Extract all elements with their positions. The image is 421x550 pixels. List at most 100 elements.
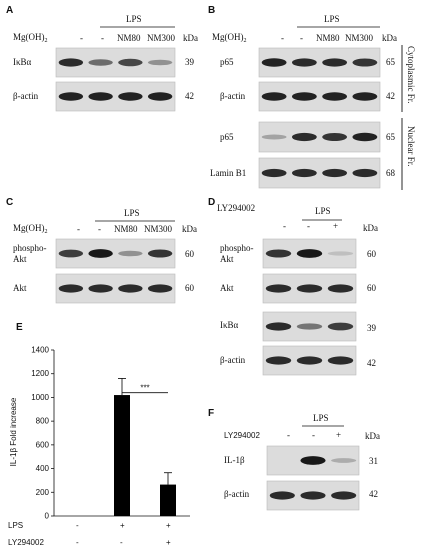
blot-band: [291, 168, 317, 178]
panel-c-blot-1-name2: Akt: [13, 254, 27, 264]
panel-a-treatment-label: LPS: [126, 14, 142, 24]
panel-d-blot-1-kda: 60: [367, 249, 377, 259]
blot-band: [261, 92, 287, 101]
panel-c-treatment-label: LPS: [124, 208, 140, 218]
factor-row-1-val-2: +: [120, 521, 125, 530]
panel-b-blot-3-bands: [261, 132, 378, 142]
blot-band: [261, 58, 287, 67]
panel-d-lane-1: -: [283, 221, 286, 231]
panel-f-blot-2-kda: 42: [369, 489, 378, 499]
panel-b-lane-3: NM80: [316, 33, 340, 43]
panel-f-lane-1: -: [287, 430, 290, 440]
blot-band: [88, 284, 113, 293]
blot-band: [322, 133, 348, 141]
panel-d: D LY294002 LPS - - + kDa phospho- Akt 60…: [208, 197, 378, 376]
y-tick-label: 200: [36, 488, 50, 497]
factor-row-1-val-1: -: [76, 521, 79, 530]
panel-f-blot-2-name: β-actin: [224, 489, 250, 499]
panel-a-blot-2-name: β-actin: [13, 91, 39, 101]
panel-d-blot-2-kda: 60: [367, 283, 377, 293]
factor-row-2-val-2: -: [120, 538, 123, 547]
blot-band: [147, 59, 173, 66]
panel-c-blot-1-kda: 60: [185, 249, 195, 259]
panel-a-label: A: [6, 5, 13, 16]
panel-f-blot-1-bands: [300, 456, 357, 465]
panel-a-blot-2-bands: [58, 92, 173, 101]
panel-b-blot-1-bands: [261, 58, 378, 67]
panel-c-blot-1-bands: [58, 249, 173, 258]
panel-d-row-label-top: LY294002: [217, 203, 255, 213]
y-tick-label: 800: [36, 417, 50, 426]
panel-e: E IL-1β Fold increase 0 200 400 600 800 1000 1…: [8, 322, 190, 547]
blot-band: [147, 92, 173, 101]
blot-band: [296, 284, 323, 293]
blot-band: [296, 323, 323, 330]
panel-b-lane-1: -: [281, 33, 284, 43]
panel-c-label: C: [6, 197, 13, 208]
panel-b-blot-4-kda: 68: [386, 168, 396, 178]
panel-c-lane-1: -: [77, 224, 80, 234]
panel-c-kda-header: kDa: [182, 224, 197, 234]
y-tick-label: 600: [36, 440, 50, 449]
factor-row-1-val-3: +: [166, 521, 171, 530]
blot-band: [58, 249, 84, 258]
panel-b-blot-2-kda: 42: [386, 91, 395, 101]
bar: [160, 484, 176, 516]
blot-band: [291, 132, 317, 142]
blot-band: [261, 134, 287, 140]
blot-band: [327, 251, 354, 256]
blot-band: [352, 92, 378, 101]
blot-band: [88, 92, 113, 101]
blot-band: [88, 59, 113, 66]
panel-f-blot-1-kda: 31: [369, 456, 378, 466]
blot-band: [58, 58, 84, 67]
blot-band: [296, 249, 323, 258]
panel-b-blot-1-kda: 65: [386, 57, 396, 67]
panel-a: A LPS Mg(OH)2 - - NM80 NM300 kDa IκBα 39…: [6, 5, 198, 112]
chart-y-axis-label: IL-1β Fold increase: [9, 397, 18, 466]
panel-d-blot-1-bands: [265, 249, 354, 258]
panel-b: B LPS Mg(OH)2 - - NM80 NM300 kDa p65 65 …: [208, 5, 416, 190]
panel-b-lane-4: NM300: [345, 33, 374, 43]
panel-f-treatment-label: LPS: [313, 413, 329, 423]
blot-band: [352, 132, 378, 142]
panel-a-row-label: Mg(OH)2: [13, 32, 48, 44]
panel-c-blot-1-name: phospho-: [13, 243, 47, 253]
panel-f-lane-2: -: [312, 430, 315, 440]
blot-band: [291, 58, 317, 67]
panel-a-lane-3: NM80: [117, 33, 141, 43]
panel-c-lane-3: NM80: [114, 224, 138, 234]
blot-band: [265, 322, 292, 331]
blot-band: [118, 92, 143, 101]
panel-d-blot-4-name: β-actin: [220, 355, 246, 365]
panel-b-row-label: Mg(OH)2: [212, 32, 247, 44]
panel-f-lane-3: +: [336, 430, 341, 440]
blot-band: [265, 249, 292, 258]
panel-a-blot-1-kda: 39: [185, 57, 195, 67]
blot-band: [327, 322, 354, 331]
chart-factor-table: LPS - + + LY294002 - - +: [8, 521, 171, 547]
factor-row-2-val-3: +: [166, 538, 171, 547]
panel-d-blot-1-name2: Akt: [220, 254, 234, 264]
panel-b-blot-3-name: p65: [220, 132, 234, 142]
blot-band: [118, 284, 143, 293]
panel-d-treatment-label: LPS: [315, 206, 331, 216]
panel-d-blot-2-bands: [265, 284, 354, 293]
panel-b-blot-4-name: Lamin B1: [210, 168, 246, 178]
blot-band: [291, 92, 317, 101]
panel-d-lane-2: -: [307, 221, 310, 231]
panel-d-kda-header: kDa: [363, 223, 378, 233]
blot-band: [352, 58, 378, 67]
panel-a-kda-header: kDa: [183, 33, 198, 43]
panel-f-blot-2-bands: [269, 491, 357, 500]
factor-row-1-name: LPS: [8, 521, 23, 530]
panel-a-lane-4: NM300: [147, 33, 176, 43]
significance-stars: ***: [140, 384, 149, 393]
blot-band: [265, 356, 292, 365]
panel-f-label: F: [208, 408, 214, 419]
y-tick-label: 1000: [31, 393, 49, 402]
panel-b-fraction-nuc: Nuclear Fr.: [406, 126, 416, 167]
blot-band: [327, 356, 354, 365]
panel-b-kda-header: kDa: [382, 33, 397, 43]
